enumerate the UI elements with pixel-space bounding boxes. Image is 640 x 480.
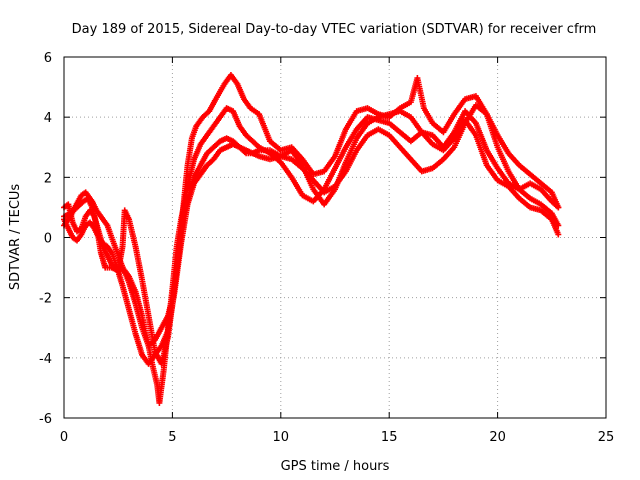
y-tick-label: 4: [44, 111, 52, 126]
x-tick-label: 15: [381, 430, 398, 445]
chart-title: Day 189 of 2015, Sidereal Day-to-day VTE…: [72, 22, 597, 37]
x-tick-label: 25: [598, 430, 615, 445]
y-tick-label: 6: [44, 51, 52, 66]
y-tick-label: 0: [44, 232, 52, 247]
y-tick-label: 2: [44, 171, 52, 186]
y-axis: -6 -4 -2 0 2 4 6: [39, 51, 606, 427]
grid: [64, 57, 606, 418]
x-axis: 0 5 10 15 20 25: [60, 57, 614, 445]
y-axis-label: SDTVAR / TECUs: [8, 184, 23, 291]
y-tick-label: -2: [39, 292, 52, 307]
y-tick-label: -6: [39, 412, 52, 427]
series-trace-3: [61, 72, 562, 367]
x-tick-label: 10: [273, 430, 290, 445]
x-axis-label: GPS time / hours: [281, 459, 390, 474]
x-tick-label: 5: [168, 430, 176, 445]
data-point-marker: [555, 231, 562, 238]
series-trace-1: [61, 102, 562, 349]
x-tick-label: 20: [489, 430, 506, 445]
data-marks: [61, 72, 562, 406]
series-trace-2: [61, 105, 562, 406]
y-tick-label: -4: [39, 352, 52, 367]
series-trace-4: [61, 108, 562, 367]
x-tick-label: 0: [60, 430, 68, 445]
data-point-marker: [555, 204, 562, 211]
